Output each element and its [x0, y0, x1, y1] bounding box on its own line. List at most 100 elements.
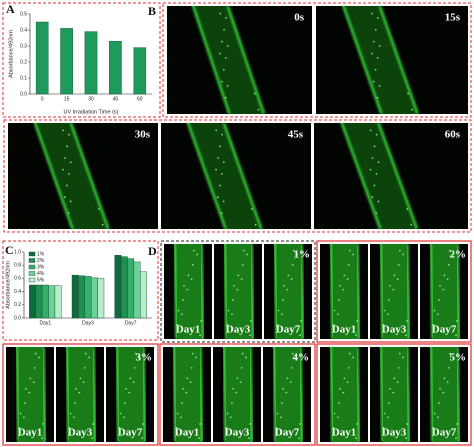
bar [84, 276, 92, 319]
fiber-edge [379, 346, 384, 443]
speckle [69, 161, 72, 164]
speckle [134, 352, 137, 355]
speckle [221, 133, 223, 136]
speckle [402, 253, 404, 256]
fiber-edge [429, 346, 434, 443]
speckle [118, 426, 121, 429]
day-label: Day1 [332, 427, 356, 439]
speckle [371, 157, 374, 159]
speckle [122, 416, 125, 419]
speckle [336, 416, 339, 419]
speckle [333, 412, 336, 415]
time-label: 60s [445, 129, 461, 141]
speckle [377, 200, 380, 203]
speckle [223, 28, 225, 31]
fiber [274, 244, 304, 339]
fiber-edge [329, 243, 334, 340]
speckle [348, 249, 351, 252]
speckle [68, 426, 71, 429]
fiber-edge [65, 346, 70, 443]
speckle [432, 426, 435, 429]
speckle [232, 299, 234, 301]
speckle [63, 196, 66, 199]
y-tick-label: 0.0 [14, 315, 21, 321]
speckle [405, 334, 407, 337]
fiber [66, 347, 96, 442]
speckle [446, 278, 449, 281]
fiber [273, 347, 303, 442]
speckle [176, 323, 179, 326]
y-tick-label: 0.1 [20, 75, 27, 81]
fiber-edge [299, 346, 304, 443]
day-label: Day7 [118, 427, 143, 439]
bar [90, 277, 98, 319]
y-tick-label: 1.0 [14, 249, 21, 255]
speckle [186, 288, 189, 291]
panel-d-frame [159, 343, 316, 446]
legend-swatch [28, 264, 36, 270]
speckle [455, 334, 457, 337]
speckle [356, 320, 359, 322]
speckle [180, 313, 183, 316]
speckle [141, 437, 143, 440]
speckle [443, 377, 446, 380]
speckle [329, 243, 332, 245]
speckle [248, 437, 250, 440]
panel-b-frame [162, 2, 472, 118]
y-tick-label: 0.4 [14, 289, 21, 295]
speckle [68, 133, 70, 136]
day-label: Day3 [382, 427, 407, 439]
speckle [219, 52, 222, 55]
speckle [219, 145, 221, 148]
fiber-edge [172, 346, 177, 443]
bar [140, 271, 147, 319]
speckle [411, 108, 413, 111]
panel-d-frame [316, 343, 472, 446]
concentration-label: 4% [293, 352, 310, 364]
panel-b-frame [3, 119, 472, 233]
y-tick-label: 0.8 [14, 263, 21, 269]
speckle [398, 352, 401, 355]
speckle [192, 5, 195, 7]
speckle [346, 278, 349, 281]
legend-label: 4% [37, 271, 45, 277]
y-tick-label: 0.5 [20, 11, 27, 17]
fiber-edge [223, 122, 263, 230]
speckle [378, 85, 381, 87]
speckle [67, 212, 70, 215]
fiber-edge [192, 5, 231, 115]
y-tick-label: 0.0 [20, 91, 27, 97]
speckle [388, 402, 390, 404]
speckle [226, 323, 229, 326]
fiber-edge [377, 122, 419, 230]
speckle [398, 249, 401, 252]
speckle [410, 223, 413, 226]
speckle [285, 391, 288, 394]
speckle [191, 264, 194, 266]
speckle [393, 274, 396, 277]
speckle [439, 284, 441, 287]
bar [54, 285, 62, 319]
legend-label: 1% [37, 251, 45, 257]
speckle [250, 207, 253, 210]
bar [48, 285, 56, 319]
speckle [342, 391, 345, 394]
speckle [176, 412, 179, 415]
speckle [239, 381, 242, 384]
bar [127, 258, 135, 319]
legend-swatch [28, 271, 36, 276]
speckle [224, 96, 227, 99]
speckle [74, 402, 76, 404]
speckle [272, 346, 275, 348]
speckle [333, 309, 336, 312]
panel-a-frame [2, 2, 161, 118]
fiber [223, 347, 253, 442]
speckle [216, 196, 219, 199]
speckle [190, 278, 193, 281]
bar [84, 31, 98, 95]
fiber-edge [429, 243, 434, 340]
speckle [223, 243, 226, 245]
fiber [224, 244, 254, 339]
fiber [330, 347, 360, 442]
